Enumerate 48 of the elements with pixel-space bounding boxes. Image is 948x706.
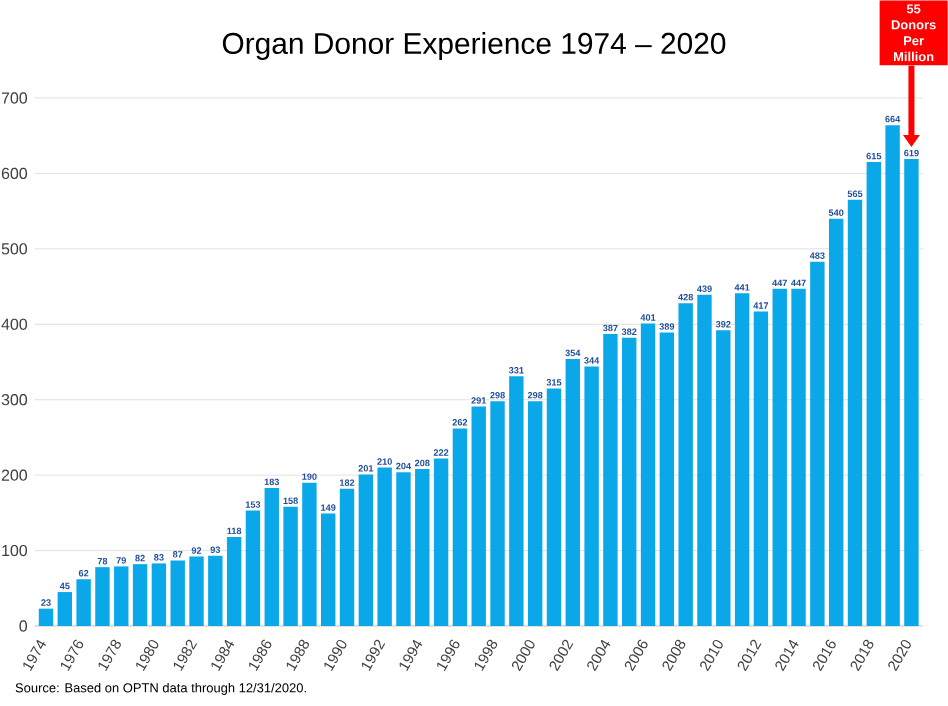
bar <box>659 332 675 626</box>
bar <box>245 510 261 626</box>
bar <box>866 162 881 626</box>
bar <box>264 487 279 626</box>
chart-title: Organ Donor Experience 1974 – 2020 <box>222 32 726 60</box>
bar <box>810 261 825 626</box>
bar <box>527 401 543 626</box>
bar <box>622 337 637 626</box>
bar <box>151 563 167 626</box>
bar <box>377 467 392 626</box>
bar <box>490 401 505 626</box>
bar <box>114 566 129 626</box>
bar <box>565 358 580 626</box>
bar <box>226 536 242 626</box>
bar <box>734 293 750 626</box>
bar <box>396 472 411 626</box>
bar <box>791 288 806 626</box>
bar <box>697 294 712 626</box>
bar <box>339 488 355 626</box>
bar <box>904 159 919 626</box>
bar <box>452 428 468 626</box>
bar <box>753 311 769 626</box>
bar <box>828 218 844 626</box>
bar <box>170 560 185 626</box>
bar <box>640 323 656 626</box>
bar <box>95 567 110 626</box>
bar <box>584 366 599 626</box>
bar <box>772 288 787 626</box>
bar <box>38 608 54 626</box>
bar <box>678 303 693 626</box>
bar <box>132 564 148 626</box>
bar <box>847 199 863 626</box>
bar <box>433 458 449 626</box>
bar <box>358 474 374 626</box>
bar <box>189 556 204 626</box>
bar <box>885 125 900 626</box>
bar <box>415 469 430 626</box>
bar <box>546 388 562 626</box>
bar <box>208 555 223 626</box>
bar <box>321 513 336 626</box>
bar <box>471 406 486 626</box>
bar <box>283 506 298 626</box>
bar <box>302 482 317 626</box>
bar <box>716 330 731 626</box>
bar <box>509 376 524 626</box>
bar <box>57 592 73 626</box>
bar <box>603 334 618 626</box>
bar <box>76 579 91 626</box>
